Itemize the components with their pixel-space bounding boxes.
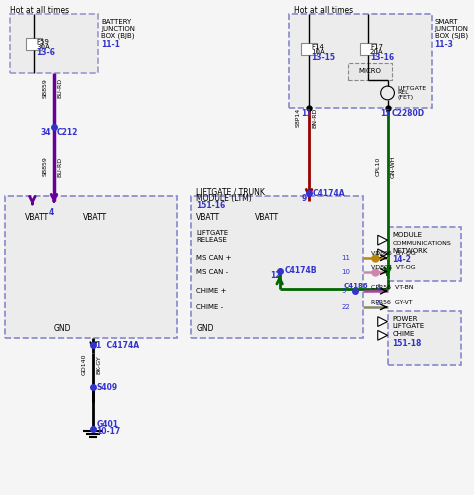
Text: F14: F14 <box>311 44 324 50</box>
Text: MODULE: MODULE <box>392 232 422 238</box>
FancyBboxPatch shape <box>290 14 432 108</box>
Text: VBATT: VBATT <box>255 213 279 222</box>
Text: BU-RD: BU-RD <box>57 156 62 177</box>
Text: JUNCTION: JUNCTION <box>435 26 469 32</box>
Text: 151-16: 151-16 <box>196 201 226 210</box>
FancyBboxPatch shape <box>348 62 392 80</box>
Text: SB859: SB859 <box>42 156 47 177</box>
Text: F17: F17 <box>370 44 383 50</box>
Text: Hot at all times: Hot at all times <box>10 6 69 15</box>
Text: SMART: SMART <box>435 19 458 25</box>
FancyBboxPatch shape <box>388 311 461 365</box>
Text: 15: 15 <box>380 109 390 118</box>
Text: 151-18: 151-18 <box>392 339 422 347</box>
Text: 13-16: 13-16 <box>370 53 394 62</box>
Text: VBATT: VBATT <box>25 213 49 222</box>
Text: BATTERY: BATTERY <box>101 19 131 25</box>
Text: S409: S409 <box>96 383 117 392</box>
Text: VD806  GY-OG: VD806 GY-OG <box>371 251 416 256</box>
Text: GND: GND <box>196 324 214 333</box>
Text: NETWORK: NETWORK <box>392 248 428 254</box>
Text: SB859: SB859 <box>42 78 47 98</box>
Text: VD807  VT-OG: VD807 VT-OG <box>371 265 416 270</box>
Text: REL: REL <box>397 91 409 96</box>
FancyBboxPatch shape <box>27 38 42 50</box>
Text: 10: 10 <box>341 269 350 275</box>
Text: C4174A: C4174A <box>313 189 346 198</box>
Polygon shape <box>378 330 388 340</box>
FancyBboxPatch shape <box>360 43 376 55</box>
Text: F59: F59 <box>36 39 49 45</box>
Text: 30A: 30A <box>36 44 50 50</box>
Text: GD140: GD140 <box>82 354 86 376</box>
Text: Hot at all times: Hot at all times <box>294 6 354 15</box>
Text: C2280D: C2280D <box>392 109 425 118</box>
Text: 9: 9 <box>341 288 346 294</box>
Text: 2: 2 <box>376 300 380 306</box>
Text: CHIME +: CHIME + <box>196 288 227 294</box>
FancyBboxPatch shape <box>10 14 98 73</box>
Text: CHIME: CHIME <box>392 331 415 337</box>
Text: LIFTGATE: LIFTGATE <box>196 230 228 236</box>
Text: 13-6: 13-6 <box>36 48 55 57</box>
Text: MICRO: MICRO <box>358 68 381 74</box>
Text: 20A: 20A <box>370 49 383 55</box>
Text: GN-WH: GN-WH <box>391 155 395 178</box>
Text: LIFTGATE: LIFTGATE <box>392 323 425 330</box>
Text: MS CAN +: MS CAN + <box>196 255 232 261</box>
Text: S8P14: S8P14 <box>295 108 301 127</box>
Text: C212: C212 <box>57 128 78 137</box>
FancyBboxPatch shape <box>5 196 177 338</box>
Text: MS CAN -: MS CAN - <box>196 269 228 275</box>
Text: COMMUNICATIONS: COMMUNICATIONS <box>392 241 451 246</box>
Text: BU-RD: BU-RD <box>57 78 62 98</box>
Text: 12: 12 <box>270 271 280 280</box>
Text: VBATT: VBATT <box>196 213 220 222</box>
Text: 4: 4 <box>49 208 55 217</box>
Text: RELEASE: RELEASE <box>196 237 227 243</box>
Text: 14-2: 14-2 <box>392 255 411 264</box>
Text: 11-1: 11-1 <box>101 41 120 50</box>
Text: C4186: C4186 <box>343 283 368 289</box>
Text: BOX (SJB): BOX (SJB) <box>435 33 468 39</box>
Text: 34: 34 <box>40 128 51 137</box>
Text: POWER: POWER <box>392 316 418 322</box>
Text: 1  C4174A: 1 C4174A <box>96 341 139 349</box>
Text: 10A: 10A <box>311 49 325 55</box>
Text: CHIME -: CHIME - <box>196 304 223 310</box>
Text: MODULE (LTM): MODULE (LTM) <box>196 195 252 203</box>
Text: C4174B: C4174B <box>284 266 317 275</box>
Text: 11-3: 11-3 <box>435 41 454 50</box>
Text: BOX (BJB): BOX (BJB) <box>101 33 135 39</box>
Text: LIFTGATE: LIFTGATE <box>397 86 427 91</box>
Text: 11: 11 <box>301 109 312 118</box>
Polygon shape <box>378 235 388 245</box>
FancyBboxPatch shape <box>388 227 461 281</box>
Text: 1: 1 <box>376 284 380 290</box>
Polygon shape <box>378 317 388 327</box>
Text: 11: 11 <box>341 255 350 261</box>
Polygon shape <box>378 249 388 259</box>
Text: BK-GY: BK-GY <box>96 355 101 374</box>
Text: BN-RD: BN-RD <box>312 107 317 128</box>
FancyBboxPatch shape <box>301 43 317 55</box>
Text: CPL10: CPL10 <box>376 157 381 176</box>
FancyBboxPatch shape <box>191 196 363 338</box>
Text: 10-17: 10-17 <box>96 427 120 436</box>
Text: LIFTGATE / TRUNK: LIFTGATE / TRUNK <box>196 188 265 197</box>
Text: GND: GND <box>54 324 72 333</box>
Text: RPR56  GY-VT: RPR56 GY-VT <box>371 300 412 305</box>
Text: (FET): (FET) <box>397 96 413 100</box>
Text: G401: G401 <box>96 420 118 429</box>
Text: JUNCTION: JUNCTION <box>101 26 135 32</box>
Text: 22: 22 <box>341 304 350 310</box>
Text: CPR56  VT-BN: CPR56 VT-BN <box>371 285 413 290</box>
Text: 13-15: 13-15 <box>311 53 335 62</box>
Text: VBATT: VBATT <box>83 213 108 222</box>
Text: 9: 9 <box>301 195 307 203</box>
